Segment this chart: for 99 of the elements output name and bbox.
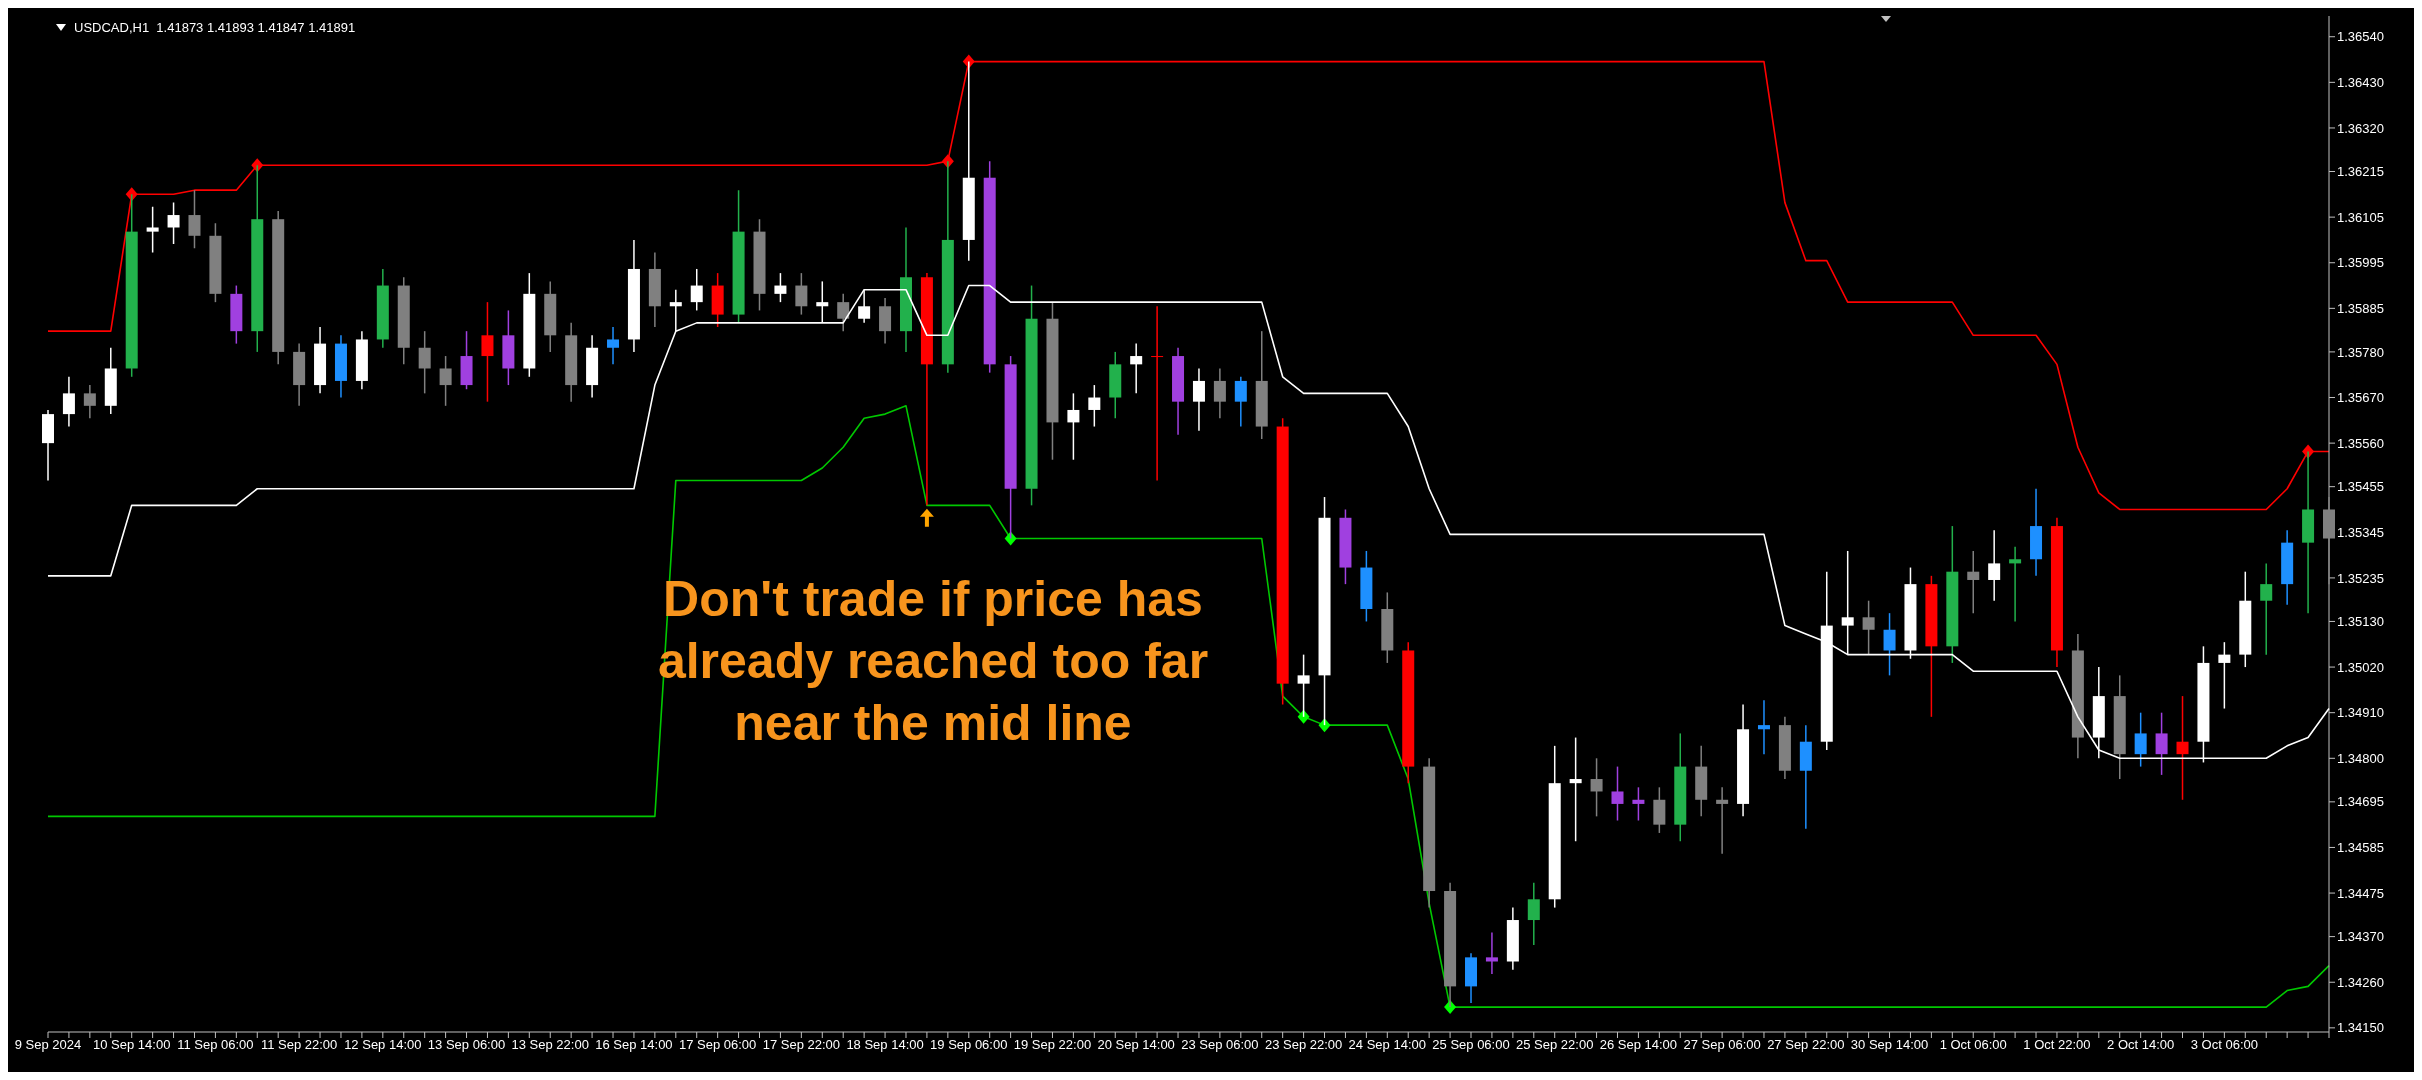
y-tick-label: 1.35780 bbox=[2337, 344, 2384, 360]
x-tick-label: 19 Sep 06:00 bbox=[930, 1037, 1008, 1053]
candlestick bbox=[1757, 699, 1770, 755]
candlestick bbox=[1192, 367, 1205, 432]
y-tick-label: 1.34910 bbox=[2337, 705, 2384, 721]
candlestick bbox=[188, 189, 201, 249]
x-tick-label: 30 Sep 14:00 bbox=[1850, 1037, 1929, 1053]
candlestick bbox=[2260, 562, 2273, 656]
y-tick-label: 1.35020 bbox=[2337, 659, 2384, 675]
candlestick bbox=[837, 293, 850, 332]
candlestick bbox=[1151, 305, 1164, 482]
candlestick bbox=[418, 330, 431, 395]
x-tick-label: 1 Oct 06:00 bbox=[1939, 1037, 2007, 1053]
x-tick-label: 11 Sep 22:00 bbox=[260, 1037, 338, 1053]
candlestick bbox=[439, 355, 452, 407]
y-tick-label: 1.34260 bbox=[2337, 974, 2384, 990]
y-tick-label: 1.35670 bbox=[2337, 390, 2384, 406]
y-tick-label: 1.34475 bbox=[2337, 885, 2384, 901]
y-tick-label: 1.35995 bbox=[2337, 255, 2384, 271]
candlestick bbox=[690, 268, 703, 312]
x-tick-label: 23 Sep 22:00 bbox=[1264, 1037, 1343, 1053]
candlestick bbox=[607, 326, 620, 366]
candlestick bbox=[1088, 384, 1101, 428]
candlestick bbox=[2218, 641, 2231, 710]
x-tick-label: 24 Sep 14:00 bbox=[1348, 1037, 1426, 1053]
x-tick-label: 2 Oct 14:00 bbox=[2107, 1037, 2175, 1053]
candlestick bbox=[1841, 550, 1854, 656]
y-tick-label: 1.34695 bbox=[2337, 794, 2384, 810]
candlestick bbox=[1234, 376, 1247, 428]
candlestick bbox=[167, 201, 180, 245]
candlestick bbox=[1527, 881, 1540, 946]
chart-title: USDCAD,H1 1.41873 1.41893 1.41847 1.41891 bbox=[74, 20, 356, 35]
x-tick-label: 17 Sep 22:00 bbox=[762, 1037, 841, 1053]
candlestick bbox=[1862, 599, 1875, 656]
x-tick-label: 10 Sep 14:00 bbox=[93, 1037, 171, 1053]
point bbox=[1318, 718, 1331, 733]
x-tick-label: 25 Sep 22:00 bbox=[1516, 1037, 1594, 1053]
candlestick bbox=[1569, 736, 1582, 842]
x-tick-label: 13 Sep 22:00 bbox=[511, 1037, 589, 1053]
candlestick bbox=[2176, 695, 2189, 801]
y-tick-label: 1.36540 bbox=[2337, 29, 2384, 45]
candlestick bbox=[1967, 550, 1980, 614]
x-tick-label: 23 Sep 06:00 bbox=[1181, 1037, 1259, 1053]
candlestick bbox=[795, 272, 808, 316]
y-tick-label: 1.35560 bbox=[2337, 435, 2384, 451]
candlestick bbox=[1611, 765, 1624, 822]
point bbox=[1004, 531, 1017, 546]
candlestick bbox=[1988, 529, 2001, 602]
y-tick-label: 1.35235 bbox=[2337, 570, 2384, 586]
y-tick-label: 1.35455 bbox=[2337, 479, 2384, 495]
candlestick bbox=[1485, 931, 1498, 975]
x-tick-label: 25 Sep 06:00 bbox=[1432, 1037, 1510, 1053]
candlestick bbox=[774, 272, 787, 303]
x-tick-label: 17 Sep 06:00 bbox=[678, 1037, 757, 1053]
point bbox=[251, 158, 264, 173]
x-tick-label: 1 Oct 22:00 bbox=[2023, 1037, 2091, 1053]
candlestick bbox=[669, 288, 682, 332]
x-tick-label: 19 Sep 22:00 bbox=[1013, 1037, 1092, 1053]
x-tick-label: 27 Sep 22:00 bbox=[1767, 1037, 1845, 1053]
x-tick-label: 11 Sep 06:00 bbox=[177, 1037, 254, 1053]
y-tick-label: 1.36430 bbox=[2337, 74, 2384, 90]
candlestick bbox=[1590, 757, 1603, 818]
candlestick bbox=[1067, 392, 1080, 461]
candlestick bbox=[1883, 612, 1896, 677]
y-tick-label: 1.35130 bbox=[2337, 614, 2384, 630]
candlestick bbox=[2155, 711, 2168, 776]
candlestick bbox=[1130, 342, 1143, 395]
point bbox=[919, 508, 934, 527]
point bbox=[1297, 709, 1310, 724]
candlestick bbox=[1716, 786, 1729, 855]
x-tick-label: 16 Sep 14:00 bbox=[595, 1037, 673, 1053]
y-tick-label: 1.34370 bbox=[2337, 929, 2384, 945]
candlestick bbox=[146, 206, 159, 254]
x-tick-label: 18 Sep 14:00 bbox=[846, 1037, 924, 1053]
y-tick-label: 1.36320 bbox=[2337, 120, 2384, 136]
candlestick bbox=[481, 301, 494, 403]
candlestick bbox=[1213, 367, 1226, 419]
candlestick bbox=[2009, 546, 2022, 623]
x-tick-label: 26 Sep 14:00 bbox=[1599, 1037, 1678, 1053]
x-tick-label: 9 Sep 2024 bbox=[14, 1037, 82, 1053]
y-tick-label: 1.34150 bbox=[2337, 1020, 2384, 1036]
x-tick-label: 13 Sep 06:00 bbox=[427, 1037, 506, 1053]
candlestick bbox=[62, 376, 75, 428]
candlestick bbox=[83, 384, 96, 419]
y-tick-label: 1.35345 bbox=[2337, 524, 2384, 540]
x-tick-label: 12 Sep 14:00 bbox=[344, 1037, 422, 1053]
x-tick-label: 3 Oct 06:00 bbox=[2190, 1037, 2258, 1053]
y-tick-label: 1.34585 bbox=[2337, 840, 2384, 856]
y-tick-label: 1.35885 bbox=[2337, 300, 2384, 316]
x-tick-label: 20 Sep 14:00 bbox=[1097, 1037, 1175, 1053]
x-tick-label: 27 Sep 06:00 bbox=[1683, 1037, 1761, 1053]
point bbox=[125, 187, 138, 202]
y-tick-label: 1.36105 bbox=[2337, 209, 2384, 225]
y-tick-label: 1.34800 bbox=[2337, 750, 2384, 766]
line-series bbox=[47, 284, 2330, 760]
candlestick bbox=[858, 288, 871, 324]
y-tick-label: 1.36215 bbox=[2337, 164, 2384, 180]
candlestick bbox=[2134, 711, 2147, 768]
candlestick bbox=[1632, 786, 1645, 822]
